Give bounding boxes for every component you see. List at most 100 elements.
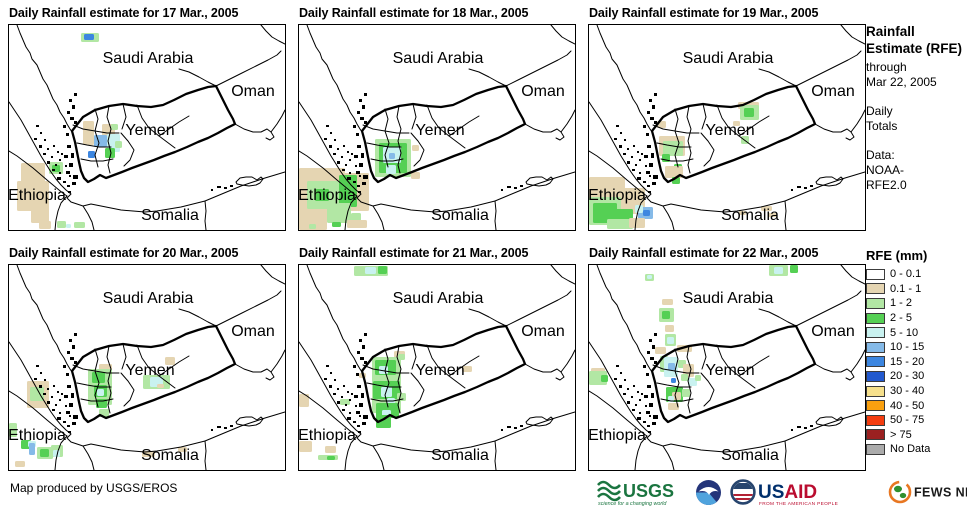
rain-patch (31, 209, 49, 223)
legend-label: 15 - 20 (890, 355, 925, 368)
panel-title: Daily Rainfall estimate for 20 Mar., 200… (9, 246, 239, 260)
rain-patch (790, 265, 798, 273)
rain-patch (347, 220, 367, 228)
rain-patch (97, 389, 104, 396)
rain-patch (668, 403, 679, 410)
rainfall-patches (299, 139, 420, 230)
legend-row: 10 - 15 (866, 340, 966, 355)
rain-patch (157, 384, 164, 388)
legend-label: 0 - 0.1 (890, 268, 922, 281)
map-panel: Daily Rainfall estimate for 17 Mar., 200… (0, 0, 290, 240)
rain-patch (682, 389, 690, 397)
legend-swatch (866, 327, 885, 339)
rain-patch (15, 461, 25, 467)
fews-globe-icon (888, 480, 912, 504)
panel-title: Daily Rainfall estimate for 22 Mar., 200… (589, 246, 819, 260)
panel-title: Daily Rainfall estimate for 21 Mar., 200… (299, 246, 529, 260)
rain-patch (365, 267, 376, 274)
rain-patch (665, 325, 674, 332)
legend-swatch (866, 429, 885, 441)
sidebar-title: Rainfall Estimate (RFE) (866, 24, 963, 56)
rain-patch (683, 364, 694, 377)
rain-patch (92, 372, 105, 383)
usgs-logo: USGS science for a changing world (597, 480, 674, 507)
rain-patch (327, 203, 351, 223)
legend-swatch (866, 312, 885, 324)
legend-label: 30 - 40 (890, 385, 925, 398)
rain-patch (601, 375, 608, 382)
rain-patch (662, 299, 673, 305)
panel-title: Daily Rainfall estimate for 18 Mar., 200… (299, 6, 529, 20)
panel-title: Daily Rainfall estimate for 17 Mar., 200… (9, 6, 239, 20)
sidebar-data-source: Data: NOAA- RFE2.0 (866, 147, 907, 192)
legend-swatch (866, 385, 885, 397)
rain-patch (643, 210, 650, 216)
legend-row: 30 - 40 (866, 384, 966, 399)
legend-swatch (866, 341, 885, 353)
map-panel: Daily Rainfall estimate for 21 Mar., 200… (290, 240, 580, 480)
usgs-tagline: science for a changing world (598, 501, 667, 507)
rain-patch (57, 221, 66, 228)
rain-patch (299, 203, 327, 230)
usgs-waves-icon (597, 480, 621, 502)
legend-row: 50 - 75 (866, 413, 966, 428)
rain-patch (29, 443, 35, 455)
legend-swatch (866, 283, 885, 295)
rain-patch (411, 172, 420, 179)
map-canvas (588, 24, 866, 231)
legend-row: No Data (866, 442, 966, 457)
map-canvas (8, 24, 286, 231)
legend-label: > 75 (890, 428, 912, 441)
legend-label: 0.1 - 1 (890, 282, 922, 295)
rain-patch (412, 145, 419, 151)
rain-patch (386, 165, 396, 174)
sidebar: Rainfall Estimate (RFE) through Mar 22, … (866, 24, 963, 193)
rain-patch (667, 337, 674, 344)
panel-title: Daily Rainfall estimate for 19 Mar., 200… (589, 6, 819, 20)
rain-patch (744, 108, 754, 117)
rain-patch (84, 34, 94, 40)
map-canvas (588, 264, 866, 471)
legend-swatch (866, 356, 885, 368)
map-canvas (298, 24, 576, 231)
legend-row: 15 - 20 (866, 355, 966, 370)
rain-patch (74, 222, 85, 228)
legend-label: 40 - 50 (890, 399, 925, 412)
legend-row: 1 - 2 (866, 296, 966, 311)
usgs-text: USGS (623, 481, 674, 501)
rain-patch (88, 151, 95, 158)
legend-label: 5 - 10 (890, 326, 919, 339)
legend-label: 20 - 30 (890, 370, 925, 383)
logo-strip: USGS science for a changing world USAID … (596, 477, 967, 507)
legend-row: > 75 (866, 428, 966, 443)
rain-patch (309, 224, 316, 229)
fews-net-text: FEWS NET (914, 486, 967, 500)
rain-patch (340, 399, 350, 405)
rain-patch (662, 311, 670, 319)
rain-patch (672, 392, 681, 400)
legend-label: 2 - 5 (890, 312, 913, 325)
rain-patch (681, 374, 688, 381)
legend-swatch (866, 370, 885, 382)
map-panel: Daily Rainfall estimate for 19 Mar., 200… (580, 0, 870, 240)
rain-patch (629, 218, 645, 228)
rain-patch (332, 222, 341, 227)
rain-patch (774, 267, 783, 274)
rain-patch (327, 456, 335, 460)
rain-patch (688, 378, 697, 386)
rain-patch (299, 394, 309, 407)
legend-row: 40 - 50 (866, 398, 966, 413)
rain-patch (695, 375, 701, 381)
rain-patch (111, 124, 118, 130)
rain-patch (376, 415, 391, 428)
rain-patch (378, 266, 387, 274)
rain-patch (389, 153, 395, 159)
rain-patch (647, 275, 652, 279)
rainfall-patches (589, 265, 798, 410)
rain-patch (21, 163, 45, 183)
noaa-gull-icon (698, 486, 719, 495)
map-panel: Daily Rainfall estimate for 20 Mar., 200… (0, 240, 290, 480)
rain-patch (66, 224, 71, 228)
